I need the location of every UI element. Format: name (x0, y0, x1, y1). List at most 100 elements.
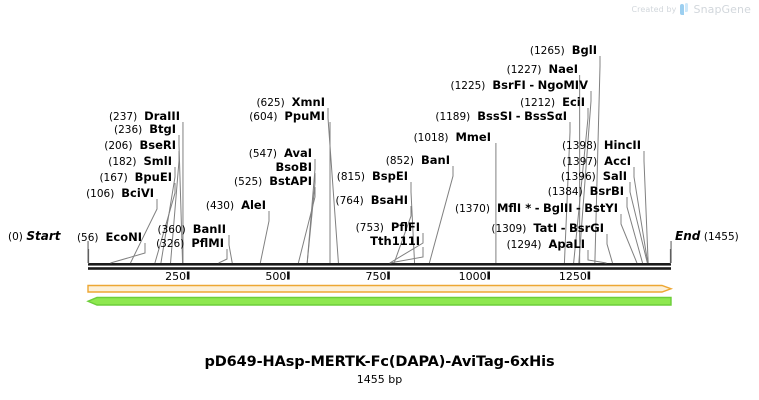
site-label-banii: (360) BanII (157, 223, 226, 236)
site-label-acci: (1397) AccI (562, 155, 631, 168)
site-name: MmeI (455, 130, 491, 144)
site-label-bstapi: (525) BstAPI (234, 175, 312, 188)
site-name: Tth111I (370, 234, 420, 248)
site-name: ApaLI (548, 237, 586, 251)
site-label-pflfi: (753) PflFI (356, 221, 420, 234)
site-name: BsaHI (370, 193, 408, 207)
site-position: (604) (249, 111, 278, 123)
site-label-bseri: (206) BseRI (104, 139, 176, 152)
site-name: BsrGI (569, 221, 604, 235)
site-name: PpuMI (284, 109, 325, 123)
site-name: XmnI (291, 95, 325, 109)
site-name: SmlI (143, 154, 173, 168)
ruler-tick-250: 250 (165, 270, 187, 283)
construct-name: pD649-HAsp-MERTK-Fc(DAPA)-AviTag-6xHis (204, 354, 555, 370)
site-position: (1294) (506, 239, 542, 251)
site-name: AvaI (283, 146, 312, 160)
site-label-tati: (1309) TatI - BsrGI (491, 222, 604, 235)
site-name-separator: - (515, 109, 521, 123)
site-name: NaeI (548, 62, 578, 76)
site-position: (360) (157, 224, 186, 236)
site-label-avai: (547) AvaI (249, 147, 312, 160)
site-label-xmni: (625) XmnI (256, 96, 325, 109)
title-block: pD649-HAsp-MERTK-Fc(DAPA)-AviTag-6xHis 1… (0, 354, 759, 386)
snapgene-watermark: Created by SnapGene (631, 3, 751, 16)
site-name: TatI (533, 221, 558, 235)
site-position: (1227) (506, 64, 542, 76)
site-position: (326) (156, 238, 185, 250)
site-label-ppumi: (604) PpuMI (249, 110, 325, 123)
start-label: Start (26, 229, 61, 243)
site-name: MflI * (496, 201, 532, 215)
site-label-draiii: (237) DraIII (109, 110, 180, 123)
ruler-tick-500: 500 (265, 270, 287, 283)
watermark-created-by: Created by (631, 5, 677, 14)
site-name: BsrBI (589, 184, 624, 198)
site-position: (1189) (435, 111, 471, 123)
site-name: BpuEI (134, 170, 172, 184)
snapgene-leaf-icon (680, 3, 689, 16)
site-name-separator: - (534, 201, 540, 215)
orange-feature-track (87, 284, 674, 293)
site-name: BssSαI (524, 109, 567, 123)
site-position: (1018) (413, 132, 449, 144)
site-name: PflMI (191, 236, 224, 250)
site-position: (1384) (547, 186, 583, 198)
site-name: EciI (562, 95, 585, 109)
site-label-bspei: (815) BspEI (337, 170, 408, 183)
site-name: BsoBI (275, 160, 312, 174)
site-name: BstYI (584, 201, 618, 215)
site-name: BstAPI (269, 174, 312, 188)
ruler-tick-1000: 1000 (458, 270, 487, 283)
site-position: (764) (335, 195, 364, 207)
site-label-bsrbi: (1384) BsrBI (548, 185, 624, 198)
site-position: (236) (113, 124, 143, 136)
site-name: AleI (241, 198, 266, 212)
site-position: (56) (76, 232, 99, 244)
site-name: NgoMIV (537, 78, 588, 92)
site-label-alei: (430) AleI (206, 199, 266, 212)
site-position: (625) (256, 97, 285, 109)
site-position: (852) (385, 155, 414, 167)
site-name: BanI (421, 153, 450, 167)
site-label-btgi: (236) BtgI (114, 123, 176, 136)
site-label-tth111i: Tth111I (370, 235, 420, 248)
site-name: BsrFI (492, 78, 526, 92)
site-label-hincii: (1398) HincII (562, 139, 641, 152)
site-name: BglII (543, 201, 573, 215)
site-name: HincII (603, 138, 641, 152)
site-label-bsobi: BsoBI (275, 161, 312, 174)
site-label-econi: (56) EcoNI (77, 231, 142, 244)
site-position: (1370) (455, 203, 490, 215)
site-name: BspEI (372, 169, 408, 183)
site-label-mfli: (1370) MflI * - BglII - BstYI (455, 202, 618, 215)
site-label-naei: (1227) NaeI (507, 63, 578, 76)
site-name: BglI (571, 43, 597, 57)
site-position: (1225) (450, 80, 486, 92)
site-label-bsahi: (764) BsaHI (335, 194, 408, 207)
site-position: (753) (355, 222, 384, 234)
site-label-bpuei: (167) BpuEI (99, 171, 172, 184)
site-label-ecii: (1212) EciI (520, 96, 585, 109)
site-label-bsssi: (1189) BssSI - BssSαI (435, 110, 567, 123)
site-position: (547) (248, 148, 277, 160)
start-position: (0) (8, 231, 23, 243)
site-name: EcoNI (105, 230, 142, 244)
site-label-bcivi: (106) BciVI (86, 187, 154, 200)
site-label-bsrfi: (1225) BsrFI - NgoMIV (450, 79, 588, 92)
site-name: AccI (604, 154, 631, 168)
site-name-separator: - (560, 221, 566, 235)
site-name-separator: - (529, 78, 535, 92)
site-label-bgli: (1265) BglI (530, 44, 597, 57)
site-position: (525) (234, 176, 263, 188)
site-name: SalI (602, 169, 627, 183)
site-label-bani: (852) BanI (386, 154, 450, 167)
site-position: (815) (336, 171, 366, 183)
watermark-brand: SnapGene (693, 3, 751, 16)
site-label-smli: (182) SmlI (108, 155, 172, 168)
site-name: BssSI (477, 109, 513, 123)
site-position: (1265) (529, 45, 565, 57)
terminal-stubs (87, 241, 672, 263)
site-name: DraIII (144, 109, 180, 123)
